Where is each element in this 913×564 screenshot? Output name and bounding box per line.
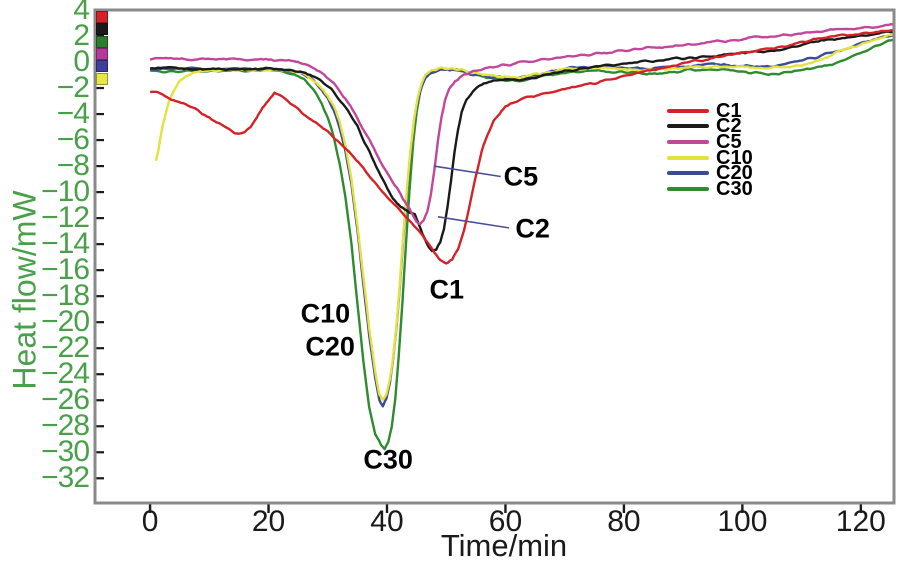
legend-item-label: C20: [716, 162, 753, 185]
y-axis-tick-label: −10: [41, 175, 90, 209]
legend-color-line-icon: [667, 186, 709, 191]
x-axis-title: Time/min: [440, 528, 568, 563]
legend-item-label: C10: [716, 146, 753, 169]
x-axis-tick-label: 120: [835, 505, 886, 538]
legend-item: C2: [667, 115, 753, 138]
curve-annotation-C2: C2: [515, 213, 550, 244]
y-axis-tick-label: −28: [41, 409, 90, 443]
corner-color-chip: [96, 60, 108, 73]
corner-color-chip: [96, 72, 108, 85]
series-curve-C30: [150, 38, 894, 451]
legend-item: C10: [667, 146, 753, 169]
x-axis-tick-label: 80: [607, 505, 641, 538]
x-axis-tick-label: 100: [717, 505, 768, 538]
legend-item-label: C30: [716, 177, 753, 200]
legend-color-line-icon: [667, 108, 709, 113]
annotation-leader-line: [433, 165, 501, 178]
curve-annotation-C30: C30: [363, 444, 413, 475]
legend-item: C5: [667, 130, 753, 153]
curve-annotation-C10: C10: [300, 298, 351, 329]
x-axis-tick-label: 60: [488, 505, 523, 538]
y-axis-tick-label: −4: [56, 97, 90, 131]
y-axis-tick-label: 0: [73, 45, 90, 79]
y-axis-tick-label: −6: [56, 123, 90, 157]
y-axis-tick-label: −26: [41, 383, 90, 417]
legend-color-line-icon: [667, 124, 709, 129]
x-axis-tick-label: 20: [251, 505, 286, 538]
series-curve-C5: [149, 23, 894, 226]
y-axis-tick-label: −32: [41, 461, 90, 495]
corner-color-chip: [96, 47, 108, 60]
x-axis-tick-label: 40: [370, 505, 404, 538]
legend: C1 C2 C5 C10 C20 C30: [667, 99, 753, 200]
curve-annotation-C20: C20: [305, 331, 355, 362]
y-axis-tick-label: −14: [41, 227, 90, 261]
corner-color-chip: [96, 35, 108, 48]
y-axis-tick-label: −22: [41, 331, 90, 365]
legend-item-label: C2: [716, 115, 742, 138]
series-curve-C2: [150, 30, 894, 253]
annotation-leader-line: [437, 216, 510, 229]
y-axis-tick-label: 4: [73, 0, 90, 26]
y-axis-tick-label: 2: [73, 19, 90, 53]
y-axis-tick-label: −12: [41, 201, 90, 235]
legend-item-label: C5: [716, 130, 742, 153]
legend-item: C30: [667, 177, 753, 200]
corner-color-chip: [96, 23, 108, 36]
legend-color-line-icon: [667, 139, 709, 144]
corner-color-chip: [96, 11, 108, 23]
y-axis-tick-label: −8: [56, 149, 90, 183]
y-axis-tick-label: −16: [41, 253, 90, 287]
x-axis-tick-label: 0: [141, 505, 159, 538]
legend-item: C1: [667, 99, 753, 122]
curve-annotation-C1: C1: [429, 274, 465, 305]
y-axis-tick-label: −24: [41, 357, 90, 391]
y-axis-tick-label: −20: [41, 305, 90, 339]
legend-item: C20: [667, 162, 753, 185]
legend-color-line-icon: [667, 155, 709, 160]
chart-frame: [93, 8, 896, 505]
series-curve-C1: [150, 28, 894, 265]
legend-item-label: C1: [716, 99, 742, 122]
curve-annotation-C5: C5: [503, 161, 539, 191]
y-axis-tick-label: −2: [56, 71, 90, 105]
y-axis-tick-label: −18: [41, 279, 90, 313]
legend-color-line-icon: [667, 171, 709, 176]
y-axis-tick-label: −30: [41, 435, 90, 469]
